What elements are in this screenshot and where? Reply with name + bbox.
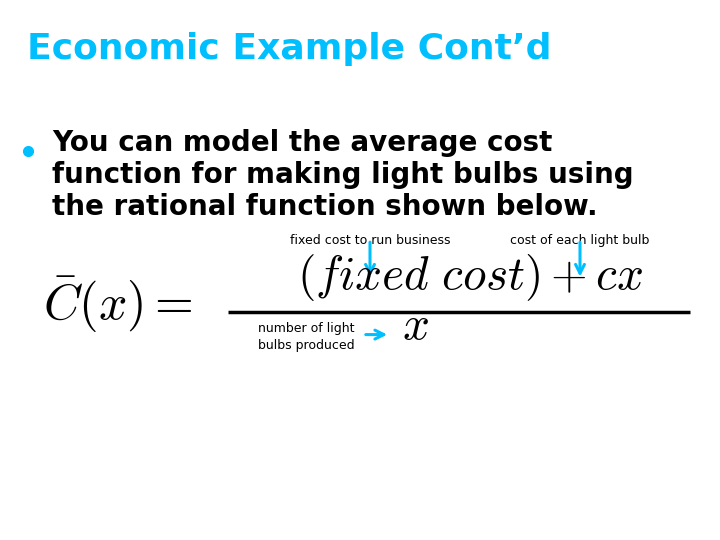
Text: function for making light bulbs using: function for making light bulbs using [52,161,634,189]
Text: number of light
bulbs produced: number of light bulbs produced [258,321,355,352]
Text: You can model the average cost: You can model the average cost [52,129,552,157]
Text: cost of each light bulb: cost of each light bulb [510,234,649,247]
Text: $(\mathit{fixed\ cost}) + cx$: $(\mathit{fixed\ cost}) + cx$ [297,252,643,303]
Text: fixed cost to run business: fixed cost to run business [289,234,450,247]
Text: Economic Example Cont’d: Economic Example Cont’d [27,32,552,66]
Text: $\bar{C}(x) =$: $\bar{C}(x) =$ [43,274,193,335]
Text: the rational function shown below.: the rational function shown below. [52,193,598,221]
Text: $x$: $x$ [402,304,429,349]
